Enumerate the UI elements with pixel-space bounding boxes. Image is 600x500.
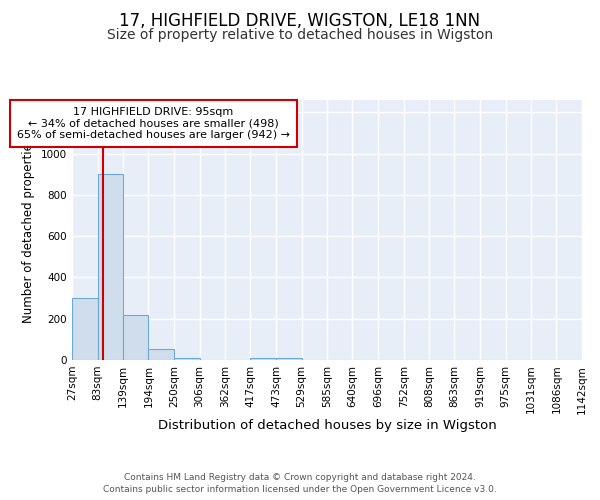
Bar <box>276 358 302 360</box>
X-axis label: Distribution of detached houses by size in Wigston: Distribution of detached houses by size … <box>158 419 496 432</box>
Bar <box>148 348 174 360</box>
Text: Contains HM Land Registry data © Crown copyright and database right 2024.: Contains HM Land Registry data © Crown c… <box>124 474 476 482</box>
Bar <box>72 298 98 360</box>
Text: Contains public sector information licensed under the Open Government Licence v3: Contains public sector information licen… <box>103 485 497 494</box>
Bar <box>250 358 276 360</box>
Bar <box>123 314 148 360</box>
Y-axis label: Number of detached properties: Number of detached properties <box>22 137 35 323</box>
Bar <box>174 358 200 360</box>
Bar <box>98 174 123 360</box>
Text: 17, HIGHFIELD DRIVE, WIGSTON, LE18 1NN: 17, HIGHFIELD DRIVE, WIGSTON, LE18 1NN <box>119 12 481 30</box>
Text: Size of property relative to detached houses in Wigston: Size of property relative to detached ho… <box>107 28 493 42</box>
Text: 17 HIGHFIELD DRIVE: 95sqm
← 34% of detached houses are smaller (498)
65% of semi: 17 HIGHFIELD DRIVE: 95sqm ← 34% of detac… <box>17 107 290 140</box>
